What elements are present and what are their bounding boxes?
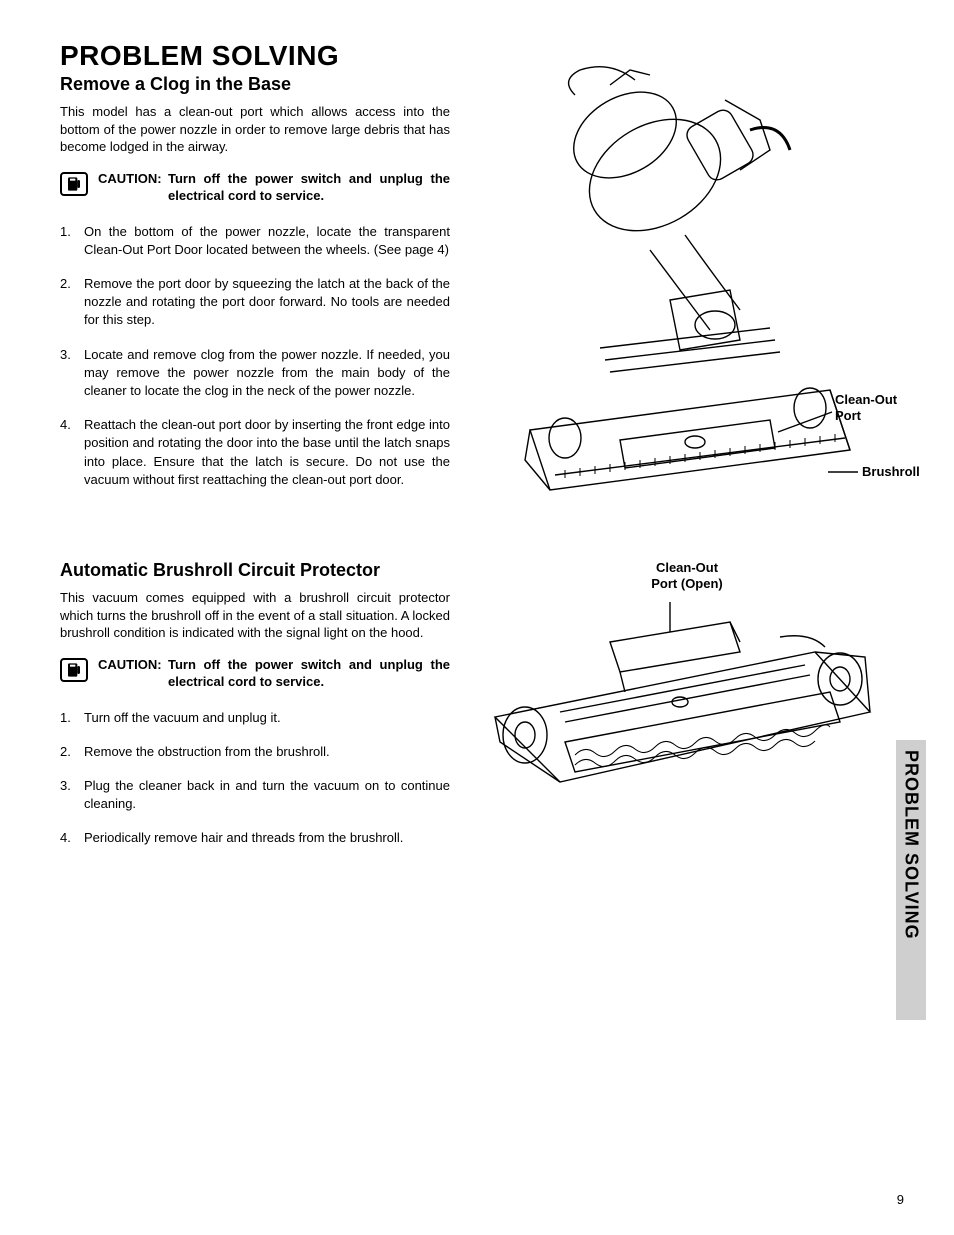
page-number: 9 xyxy=(897,1192,904,1207)
caution-block-1: CAUTION: Turn off the power switch and u… xyxy=(60,170,450,205)
caution-label: CAUTION: xyxy=(98,170,162,188)
side-tab-label: PROBLEM SOLVING xyxy=(901,750,922,940)
section1-heading: Remove a Clog in the Base xyxy=(60,74,450,95)
list-item: Plug the cleaner back in and turn the va… xyxy=(60,777,450,813)
list-item: Remove the obstruction from the brushrol… xyxy=(60,743,450,761)
caution-block-2: CAUTION: Turn off the power switch and u… xyxy=(60,656,450,691)
section1-intro: This model has a clean-out port which al… xyxy=(60,103,450,156)
list-item: On the bottom of the power nozzle, locat… xyxy=(60,223,450,259)
page-title: PROBLEM SOLVING xyxy=(60,40,450,72)
figure-label-cleanout: Clean-Out Port xyxy=(835,392,897,423)
side-tab: PROBLEM SOLVING xyxy=(896,740,926,1020)
figure-vacuum-tilted: Clean-Out Port Brushroll xyxy=(470,40,904,510)
figure-base-open xyxy=(470,597,904,797)
caution-label: CAUTION: xyxy=(98,656,162,674)
section2-heading: Automatic Brushroll Circuit Protector xyxy=(60,560,450,581)
section2-steps: Turn off the vacuum and unplug it. Remov… xyxy=(60,709,450,848)
section2-intro: This vacuum comes equipped with a brushr… xyxy=(60,589,450,642)
list-item: Reattach the clean-out port door by inse… xyxy=(60,416,450,489)
caution-icon xyxy=(60,658,88,682)
caution-icon xyxy=(60,172,88,196)
section1-steps: On the bottom of the power nozzle, locat… xyxy=(60,223,450,489)
list-item: Remove the port door by squeezing the la… xyxy=(60,275,450,330)
list-item: Periodically remove hair and threads fro… xyxy=(60,829,450,847)
list-item: Locate and remove clog from the power no… xyxy=(60,346,450,401)
figure-label-brushroll: Brushroll xyxy=(862,464,920,480)
figure2-title: Clean-Out Port (Open) xyxy=(470,560,904,591)
list-item: Turn off the vacuum and unplug it. xyxy=(60,709,450,727)
